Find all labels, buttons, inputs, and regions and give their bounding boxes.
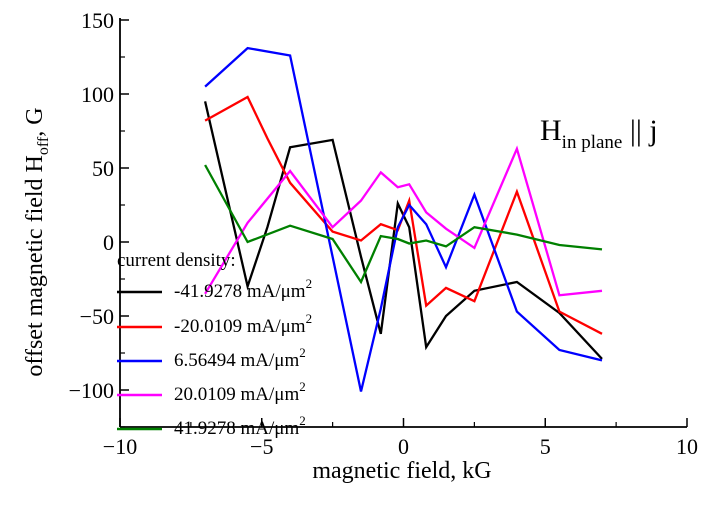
series-line-3 <box>204 46 603 392</box>
y-tick-label: 50 <box>92 156 114 181</box>
x-tick-label: −10 <box>103 434 137 459</box>
series-line-4 <box>204 145 603 297</box>
annotation-main: H <box>540 114 562 147</box>
legend-label-5: 41.9278 mA/μm2 <box>174 413 306 439</box>
legend-label-1: -41.9278 mA/μm2 <box>174 276 312 302</box>
legend-label-3: 6.56494 mA/μm2 <box>174 345 306 371</box>
annotation-sub: in plane <box>562 132 623 153</box>
annotation-tail: || j <box>622 114 657 147</box>
y-axis-title-tail: , G <box>22 107 48 136</box>
x-tick-label: 5 <box>540 434 551 459</box>
y-axis-title-sub: off <box>35 136 52 155</box>
y-tick-label: 100 <box>81 82 114 107</box>
x-tick-label: 0 <box>398 434 409 459</box>
x-axis-title: magnetic field, kG <box>312 458 491 484</box>
y-axis-title-main: offset magnetic field H <box>22 155 48 376</box>
legend: current density: -41.9278 mA/μm2 -20.0109… <box>117 250 312 439</box>
y-tick-label: −100 <box>69 378 114 403</box>
annotation-h-in-plane: Hin plane || j <box>540 114 658 153</box>
y-tick-label: 0 <box>103 230 114 255</box>
x-tick-label: −5 <box>250 434 273 459</box>
y-tick-label: −50 <box>80 304 114 329</box>
y-tick-label: 150 <box>81 8 114 33</box>
series-lines <box>203 46 603 392</box>
legend-label-2: -20.0109 mA/μm2 <box>174 311 312 337</box>
axes <box>119 18 688 428</box>
series-line-5 <box>204 164 603 285</box>
x-tick-label: 10 <box>676 434 698 459</box>
y-axis-title: offset magnetic field Hoff, G <box>22 107 52 376</box>
legend-label-4: 20.0109 mA/μm2 <box>174 379 306 405</box>
series-line-1 <box>203 101 603 360</box>
legend-title: current density: <box>117 250 236 271</box>
